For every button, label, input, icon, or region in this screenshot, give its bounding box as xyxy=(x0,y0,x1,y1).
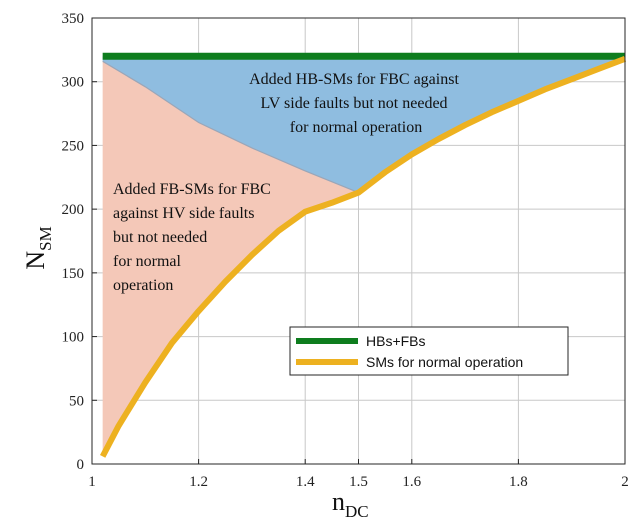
y-axis-title-main: N xyxy=(21,251,50,270)
y-axis-title: NSM xyxy=(21,226,55,269)
y-tick-label-2: 100 xyxy=(62,330,85,346)
shaded-regions xyxy=(102,56,625,464)
y-tick-label-4: 200 xyxy=(62,202,85,218)
x-tick-label-2: 1.4 xyxy=(296,474,315,490)
region-hb-sms xyxy=(102,56,625,193)
x-tick-label-5: 1.8 xyxy=(509,474,528,490)
annotation-hv-line-5: operation xyxy=(113,277,173,294)
annotation-hv-line-1: Added FB-SMs for FBC xyxy=(113,181,271,198)
y-axis-title-sub: SM xyxy=(36,226,55,251)
legend: HBs+FBs SMs for normal operation xyxy=(289,326,569,376)
annotation-lv-line-1: Added HB-SMs for FBC against xyxy=(249,71,459,88)
x-axis-title-main: n xyxy=(332,487,345,516)
region-fb-sms xyxy=(102,61,359,464)
x-tick-label-0: 1 xyxy=(88,474,96,490)
annotation-lv-line-2: LV side faults but not needed xyxy=(260,95,447,112)
series-lines xyxy=(100,52,627,458)
x-tick-label-3: 1.5 xyxy=(349,474,368,490)
y-axis-ticks: 0 50 100 150 200 250 300 350 xyxy=(62,11,97,473)
x-tick-label-4: 1.6 xyxy=(402,474,421,490)
annotation-hv-line-4: for normal xyxy=(113,253,182,270)
legend-label-hbs-fbs: HBs+FBs xyxy=(366,333,426,349)
y-tick-label-3: 150 xyxy=(62,266,85,282)
region-boundary xyxy=(102,60,359,194)
x-axis-title-sub: DC xyxy=(345,502,369,521)
annotation-lv-line-3: for normal operation xyxy=(290,119,422,136)
x-axis-title: nDC xyxy=(332,487,369,521)
x-tick-label-1: 1.2 xyxy=(189,474,208,490)
y-tick-label-6: 300 xyxy=(62,75,85,91)
series-line-1 xyxy=(100,55,627,458)
legend-box xyxy=(289,326,569,376)
annotation-hv: Added FB-SMs for FBC against HV side fau… xyxy=(113,181,275,294)
y-tick-label-1: 50 xyxy=(69,393,84,409)
y-tick-label-5: 250 xyxy=(62,138,85,154)
x-axis-ticks: 1 1.2 1.4 1.5 1.6 1.8 2 xyxy=(88,459,628,490)
y-tick-label-7: 350 xyxy=(62,11,85,27)
annotation-hv-line-3: but not needed xyxy=(113,229,207,246)
x-tick-label-6: 2 xyxy=(621,474,628,490)
y-tick-label-0: 0 xyxy=(77,457,85,473)
annotation-lv: Added HB-SMs for FBC against LV side fau… xyxy=(249,71,463,136)
legend-label-sms-normal: SMs for normal operation xyxy=(366,354,523,370)
annotation-hv-line-2: against HV side faults xyxy=(113,205,254,222)
